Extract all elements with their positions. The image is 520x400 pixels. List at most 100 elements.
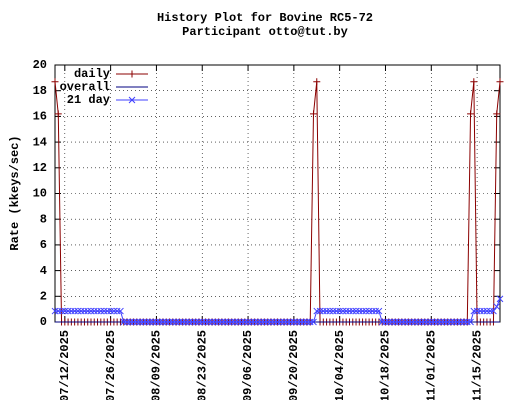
x-tick-label: 09/20/2025 — [287, 330, 301, 400]
data-point — [169, 318, 177, 326]
y-tick-label: 8 — [40, 212, 47, 226]
data-point — [123, 318, 131, 326]
data-point — [385, 318, 393, 326]
data-point — [103, 307, 111, 315]
data-point — [244, 318, 252, 326]
data-point — [372, 307, 380, 315]
data-point — [362, 307, 370, 315]
data-point — [51, 78, 59, 86]
data-point — [457, 318, 465, 326]
x-tick-label: 10/18/2025 — [379, 330, 393, 400]
data-point — [81, 307, 88, 315]
data-point — [139, 318, 147, 326]
data-point — [346, 307, 353, 315]
data-point — [74, 307, 82, 315]
data-point — [388, 318, 396, 326]
data-point — [421, 318, 429, 326]
data-point — [179, 318, 186, 326]
data-point — [208, 318, 216, 326]
data-point — [156, 318, 164, 326]
data-point — [395, 318, 402, 326]
y-tick-label: 0 — [40, 315, 47, 329]
data-point — [280, 318, 288, 326]
data-point — [333, 307, 340, 315]
data-point — [309, 110, 317, 118]
data-point — [133, 318, 141, 326]
data-point — [306, 318, 314, 326]
data-point — [329, 307, 337, 315]
y-tick-label: 16 — [33, 110, 47, 124]
data-point — [450, 318, 458, 326]
data-point — [408, 318, 416, 326]
data-point — [146, 318, 154, 326]
y-tick-label: 6 — [40, 238, 47, 252]
data-point — [182, 318, 190, 326]
data-point — [349, 307, 357, 315]
data-point — [398, 318, 406, 326]
data-point — [185, 318, 193, 326]
data-point — [293, 318, 301, 326]
data-point — [496, 78, 504, 86]
data-point — [323, 307, 330, 315]
data-point — [68, 307, 75, 315]
data-point — [424, 318, 432, 326]
data-point — [477, 307, 484, 315]
data-point — [434, 318, 442, 326]
data-point — [172, 318, 180, 326]
data-point — [274, 318, 281, 326]
data-point — [254, 318, 262, 326]
data-point — [120, 318, 128, 326]
data-point — [90, 307, 98, 315]
data-point — [54, 307, 62, 315]
data-point — [486, 307, 494, 315]
data-point — [326, 307, 334, 315]
data-point — [128, 70, 136, 78]
y-tick-label: 12 — [33, 161, 47, 175]
data-point — [198, 318, 206, 326]
data-point — [215, 318, 222, 326]
x-tick-label: 09/06/2025 — [241, 330, 255, 400]
data-point — [130, 318, 137, 326]
data-point — [192, 318, 200, 326]
data-point — [277, 318, 285, 326]
x-tick-label: 10/04/2025 — [333, 330, 347, 400]
data-point — [405, 318, 412, 326]
data-point — [391, 318, 399, 326]
data-point — [313, 78, 321, 86]
data-point — [447, 318, 455, 326]
data-point — [342, 307, 350, 315]
data-point — [303, 318, 311, 326]
data-point — [257, 318, 265, 326]
data-point — [382, 318, 389, 326]
data-point — [189, 318, 196, 326]
y-tick-label: 4 — [40, 264, 47, 278]
data-point — [441, 318, 448, 326]
data-point — [251, 318, 258, 326]
data-point — [483, 307, 491, 315]
data-point — [470, 78, 478, 86]
data-point — [270, 318, 278, 326]
data-point — [51, 307, 59, 315]
data-point — [365, 307, 373, 315]
data-point — [375, 307, 383, 315]
chart-title: History Plot for Bovine RC5-72 — [157, 11, 373, 25]
data-point — [319, 307, 327, 315]
data-point — [454, 318, 461, 326]
legend-label: overall — [60, 80, 110, 94]
data-point — [94, 307, 101, 315]
data-point — [238, 318, 245, 326]
data-point — [110, 307, 118, 315]
data-point — [221, 318, 229, 326]
data-point — [84, 307, 92, 315]
x-tick-label: 07/12/2025 — [58, 330, 72, 400]
data-point — [126, 318, 134, 326]
data-point — [490, 307, 497, 315]
data-point — [225, 318, 232, 326]
legend-label: daily — [74, 67, 110, 81]
data-point — [339, 307, 347, 315]
data-point — [234, 318, 242, 326]
data-point — [414, 318, 422, 326]
data-point — [61, 307, 69, 315]
data-point — [336, 307, 344, 315]
